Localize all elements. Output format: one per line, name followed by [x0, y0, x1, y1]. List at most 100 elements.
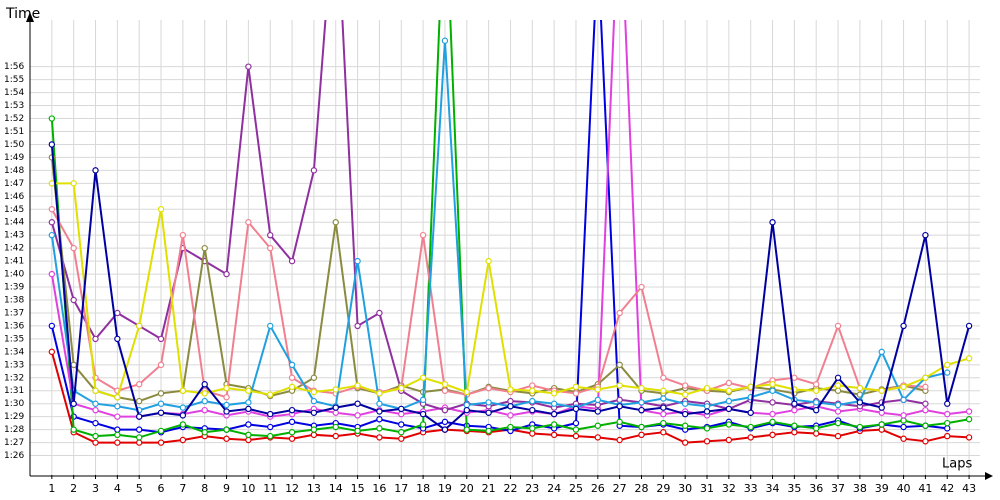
y-tick-label: 1:52 [4, 114, 24, 124]
point [638, 283, 645, 291]
point [878, 348, 885, 356]
x-tick-label: 15 [351, 482, 365, 495]
point [594, 408, 602, 415]
point [900, 423, 907, 431]
x-tick-label: 9 [223, 482, 230, 495]
point [572, 405, 580, 413]
point [114, 403, 121, 410]
point [419, 396, 427, 404]
point [332, 423, 339, 431]
point [725, 397, 733, 405]
point [747, 409, 754, 416]
point [70, 296, 77, 304]
point [398, 410, 405, 418]
point [550, 400, 558, 407]
point [310, 431, 318, 439]
point [463, 426, 470, 433]
point [507, 403, 514, 410]
point [529, 430, 536, 437]
x-tick-label: 8 [201, 482, 208, 495]
point [267, 410, 274, 418]
x-axis-arrow [985, 472, 993, 480]
point [223, 435, 230, 442]
y-tick-label: 1:40 [4, 270, 24, 280]
x-tick-label: 34 [766, 482, 780, 495]
point [70, 361, 77, 369]
point [507, 423, 514, 431]
point [791, 400, 798, 407]
x-tick-label: 5 [136, 482, 143, 495]
x-tick-label: 32 [722, 482, 736, 495]
point [135, 381, 143, 388]
x-tick-label: 14 [329, 482, 343, 495]
point [310, 374, 318, 381]
point [354, 412, 361, 419]
point [288, 383, 296, 391]
point [92, 400, 99, 407]
point [310, 167, 318, 174]
point [114, 431, 121, 439]
point [813, 381, 820, 388]
x-tick-label: 19 [438, 482, 452, 495]
point [223, 408, 230, 415]
y-tick-label: 1:55 [4, 75, 24, 85]
point [288, 435, 296, 442]
point [70, 426, 77, 433]
y-tick-label: 1:34 [4, 347, 24, 357]
point [376, 425, 383, 432]
point [398, 421, 405, 428]
point [485, 399, 492, 406]
point [813, 406, 820, 414]
point [856, 399, 864, 406]
point [791, 374, 798, 381]
x-tick-label: 29 [656, 482, 670, 495]
x-tick-label: 24 [547, 482, 561, 495]
point [114, 413, 121, 420]
point [48, 322, 56, 330]
point [157, 206, 165, 213]
point [135, 322, 143, 330]
point [703, 403, 711, 410]
point [550, 410, 558, 418]
point [463, 401, 470, 409]
point [157, 390, 165, 397]
point [725, 421, 733, 428]
y-tick-label: 1:26 [4, 451, 24, 461]
x-tick-label: 11 [263, 482, 277, 495]
point [92, 387, 99, 394]
point [267, 423, 274, 431]
y-tick-label: 1:51 [4, 127, 24, 137]
point [616, 403, 623, 410]
x-tick-label: 35 [787, 482, 801, 495]
point [616, 382, 623, 389]
point [965, 355, 973, 362]
point [92, 419, 99, 427]
x-tick-label: 4 [114, 482, 121, 495]
point [638, 406, 645, 414]
point [223, 384, 230, 392]
point [922, 422, 929, 429]
point [267, 244, 274, 252]
point [529, 406, 536, 414]
point [288, 374, 296, 381]
point [769, 399, 776, 406]
point [201, 429, 208, 436]
point [310, 388, 318, 396]
point [92, 439, 99, 446]
point [441, 37, 449, 44]
point [703, 384, 711, 392]
point [441, 387, 449, 394]
point [92, 432, 99, 440]
point [48, 270, 56, 278]
point [201, 390, 208, 397]
point [856, 384, 864, 392]
point [529, 387, 536, 394]
point [157, 439, 165, 446]
point [638, 384, 645, 392]
point [398, 405, 405, 413]
point [878, 426, 885, 433]
point [572, 426, 580, 433]
point [791, 406, 798, 414]
point [944, 400, 951, 407]
point [900, 435, 907, 442]
